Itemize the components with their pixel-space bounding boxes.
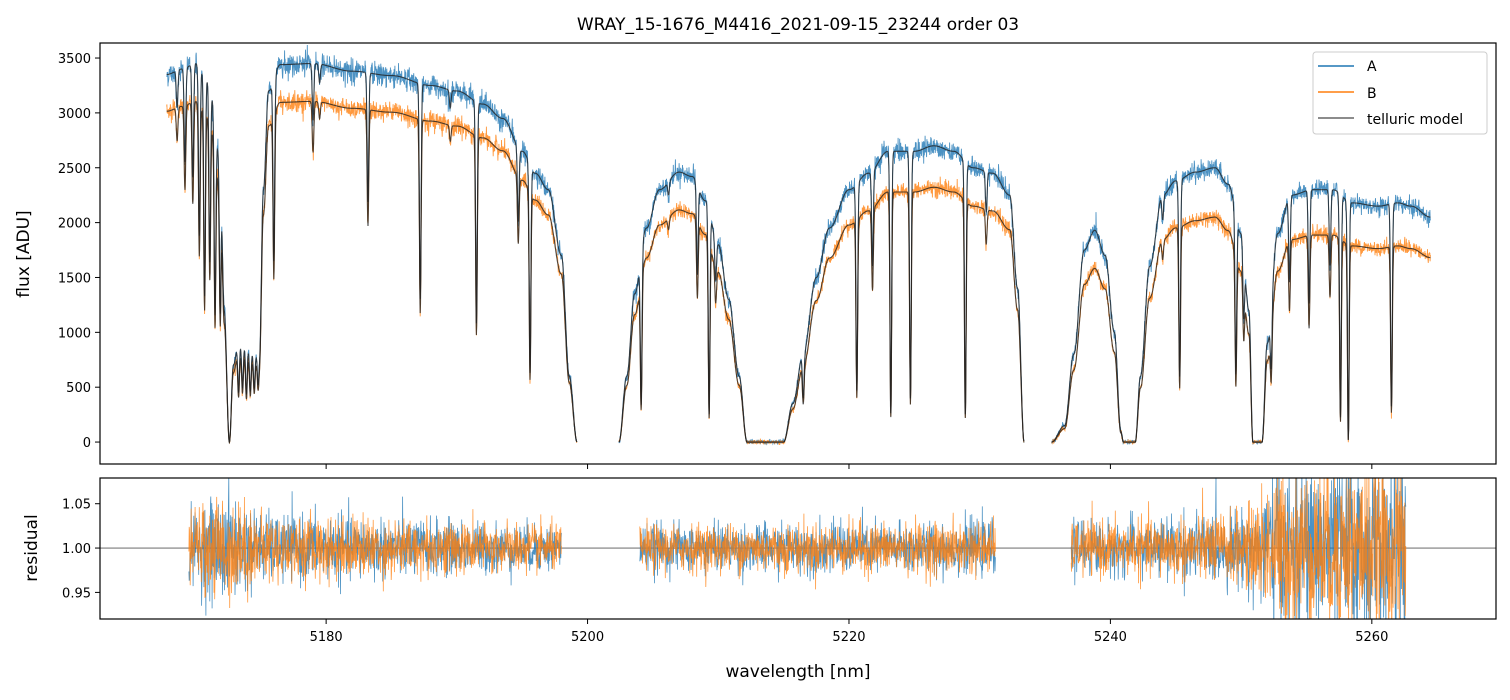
telluric-model-b-line	[166, 100, 578, 444]
flux-axes-frame	[99, 42, 1497, 465]
x-tick-label: 5260	[1355, 630, 1388, 645]
x-tick-label: 5180	[310, 630, 343, 645]
flux-y-tick-label: 3000	[58, 107, 91, 122]
series-a-line	[166, 44, 578, 444]
residual-b-line	[188, 496, 562, 609]
flux-y-tick-label: 3500	[58, 52, 91, 67]
legend-label-telluric: telluric model	[1367, 112, 1463, 128]
residual-y-tick-label: 1.05	[62, 498, 91, 513]
residual-y-tick-label: 0.95	[62, 586, 91, 601]
flux-y-tick-label: 2500	[58, 162, 91, 177]
y-axis-label-flux: flux [ADU]	[14, 210, 34, 297]
flux-y-tick-label: 2000	[58, 217, 91, 232]
series-b-line	[1051, 209, 1431, 445]
flux-y-tick-label: 0	[83, 436, 91, 451]
legend-label-b: B	[1367, 86, 1377, 102]
telluric-model-a-line	[618, 145, 1025, 443]
flux-y-tick-label: 1000	[58, 326, 91, 341]
legend: A B telluric model	[1312, 51, 1488, 135]
legend-label-a: A	[1367, 59, 1377, 75]
residual-b-line	[1070, 478, 1407, 619]
residual-b-line	[639, 512, 996, 590]
residual-y-tick-label: 1.00	[62, 542, 91, 557]
x-axis-label: wavelength [nm]	[725, 662, 870, 682]
residual-axes-frame	[99, 477, 1497, 620]
chart-title: WRAY_15-1676_M4416_2021-09-15_23244 orde…	[577, 15, 1019, 35]
x-tick-label: 5240	[1094, 630, 1127, 645]
series-a-line	[1051, 159, 1431, 446]
telluric-model-a-line	[166, 63, 578, 444]
flux-plot-area	[166, 44, 1431, 446]
legend-box	[1312, 51, 1488, 135]
telluric-model-a-line	[1051, 167, 1431, 443]
telluric-model-b-line	[1051, 216, 1431, 443]
x-tick-label: 5200	[571, 630, 604, 645]
series-a-line	[618, 135, 1025, 446]
flux-y-tick-label: 500	[66, 381, 91, 396]
axes: 5180 5200 5220 5240 5260 0 500 1000 1500 2000 2500…	[58, 52, 1388, 645]
y-axis-label-residual: residual	[22, 514, 42, 581]
telluric-model-b-line	[618, 186, 1025, 443]
flux-y-tick-label: 1500	[58, 271, 91, 286]
x-tick-label: 5220	[832, 630, 865, 645]
